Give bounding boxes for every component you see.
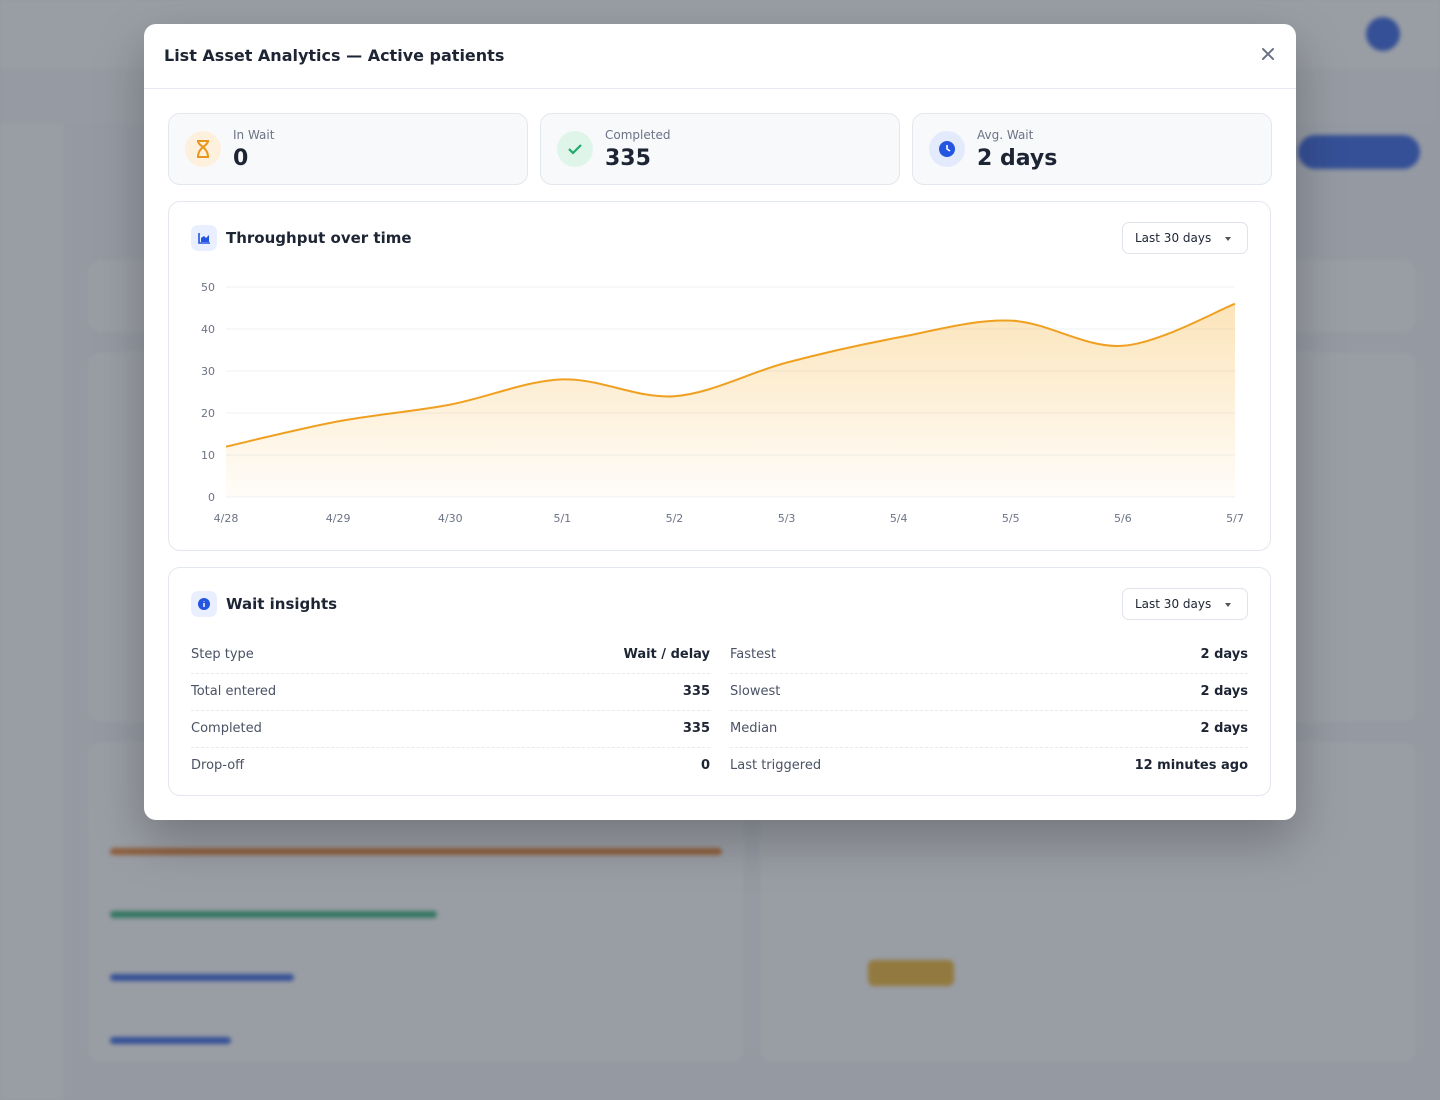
insight-row: Median 2 days xyxy=(730,710,1248,748)
range-dropdown[interactable]: Last 30 days xyxy=(1122,222,1248,254)
x-tick-label: 5/6 xyxy=(1114,512,1132,525)
y-tick-label: 20 xyxy=(201,407,215,420)
stat-label: In Wait xyxy=(233,128,275,142)
y-tick-label: 40 xyxy=(201,323,215,336)
insight-row: Last triggered 12 minutes ago xyxy=(730,747,1248,784)
insight-label: Slowest xyxy=(730,684,781,699)
insight-value: 335 xyxy=(682,721,710,736)
x-tick-label: 5/3 xyxy=(778,512,796,525)
insights-title: Wait insights xyxy=(226,595,338,613)
insight-row: Step type Wait / delay xyxy=(191,636,710,674)
stat-value: 0 xyxy=(233,146,249,171)
y-tick-label: 30 xyxy=(201,365,215,378)
insight-row: Total entered 335 xyxy=(191,673,710,711)
insight-label: Fastest xyxy=(730,647,776,662)
insight-value: 335 xyxy=(682,684,710,699)
clock-icon xyxy=(929,131,965,167)
x-tick-label: 5/2 xyxy=(666,512,684,525)
x-tick-label: 5/4 xyxy=(890,512,908,525)
range-dropdown[interactable]: Last 30 days xyxy=(1122,588,1248,620)
check-icon xyxy=(557,131,593,167)
chart-card: Throughput over time Last 30 days 0 10 20 3… xyxy=(168,201,1271,551)
stat-value: 335 xyxy=(605,146,651,171)
line xyxy=(225,302,1236,448)
insight-value: 0 xyxy=(700,758,710,773)
insight-label: Drop-off xyxy=(191,758,245,773)
insight-row: Drop-off 0 xyxy=(191,747,710,784)
insight-row: Fastest 2 days xyxy=(730,636,1248,674)
y-tick-label: 10 xyxy=(201,449,215,462)
x-tick-label: 4/28 xyxy=(214,512,239,525)
stat-card: Completed 335 xyxy=(540,113,900,185)
insight-value: 12 minutes ago xyxy=(1134,758,1248,773)
insights-card: Wait insights Last 30 days Step type Wait… xyxy=(168,567,1271,796)
x-tick-label: 4/29 xyxy=(326,512,351,525)
insight-value: 2 days xyxy=(1200,721,1248,736)
chart-title: Throughput over time xyxy=(226,229,412,247)
insight-value: 2 days xyxy=(1200,647,1248,662)
x-tick-label: 5/5 xyxy=(1002,512,1020,525)
area xyxy=(226,303,1235,497)
stat-card: Avg. Wait 2 days xyxy=(912,113,1272,185)
insight-row: Slowest 2 days xyxy=(730,673,1248,711)
insight-label: Last triggered xyxy=(730,758,822,773)
close-button[interactable] xyxy=(1258,44,1278,64)
stat-card: In Wait 0 xyxy=(168,113,528,185)
insight-label: Completed xyxy=(191,721,262,736)
y-tick-label: 50 xyxy=(201,281,215,294)
insight-value: 2 days xyxy=(1200,684,1248,699)
y-tick-label: 0 xyxy=(208,491,215,504)
modal-header: List Asset Analytics — Active patients xyxy=(144,24,1296,89)
modal-title: List Asset Analytics — Active patients xyxy=(164,46,505,65)
insight-label: Median xyxy=(730,721,778,736)
hourglass-icon xyxy=(185,131,221,167)
chart: 0 10 20 30 40 50 4/28 4/29 4/30 5/1 5/2 5/3 5/4 5/5 5/… xyxy=(201,281,1244,525)
x-tick-label: 4/30 xyxy=(438,512,463,525)
info-icon xyxy=(191,591,217,617)
x-tick-label: 5/1 xyxy=(553,512,571,525)
insight-label: Total entered xyxy=(191,684,277,699)
insight-value: Wait / delay xyxy=(623,647,710,662)
x-tick-label: 5/7 xyxy=(1226,512,1244,525)
chart-icon xyxy=(191,225,217,251)
stat-value: 2 days xyxy=(977,146,1058,171)
insight-label: Step type xyxy=(191,647,254,662)
insight-row: Completed 335 xyxy=(191,710,710,748)
stat-label: Completed xyxy=(605,128,671,142)
modal: List Asset Analytics — Active patients I… xyxy=(144,24,1296,820)
stat-label: Avg. Wait xyxy=(977,128,1034,142)
